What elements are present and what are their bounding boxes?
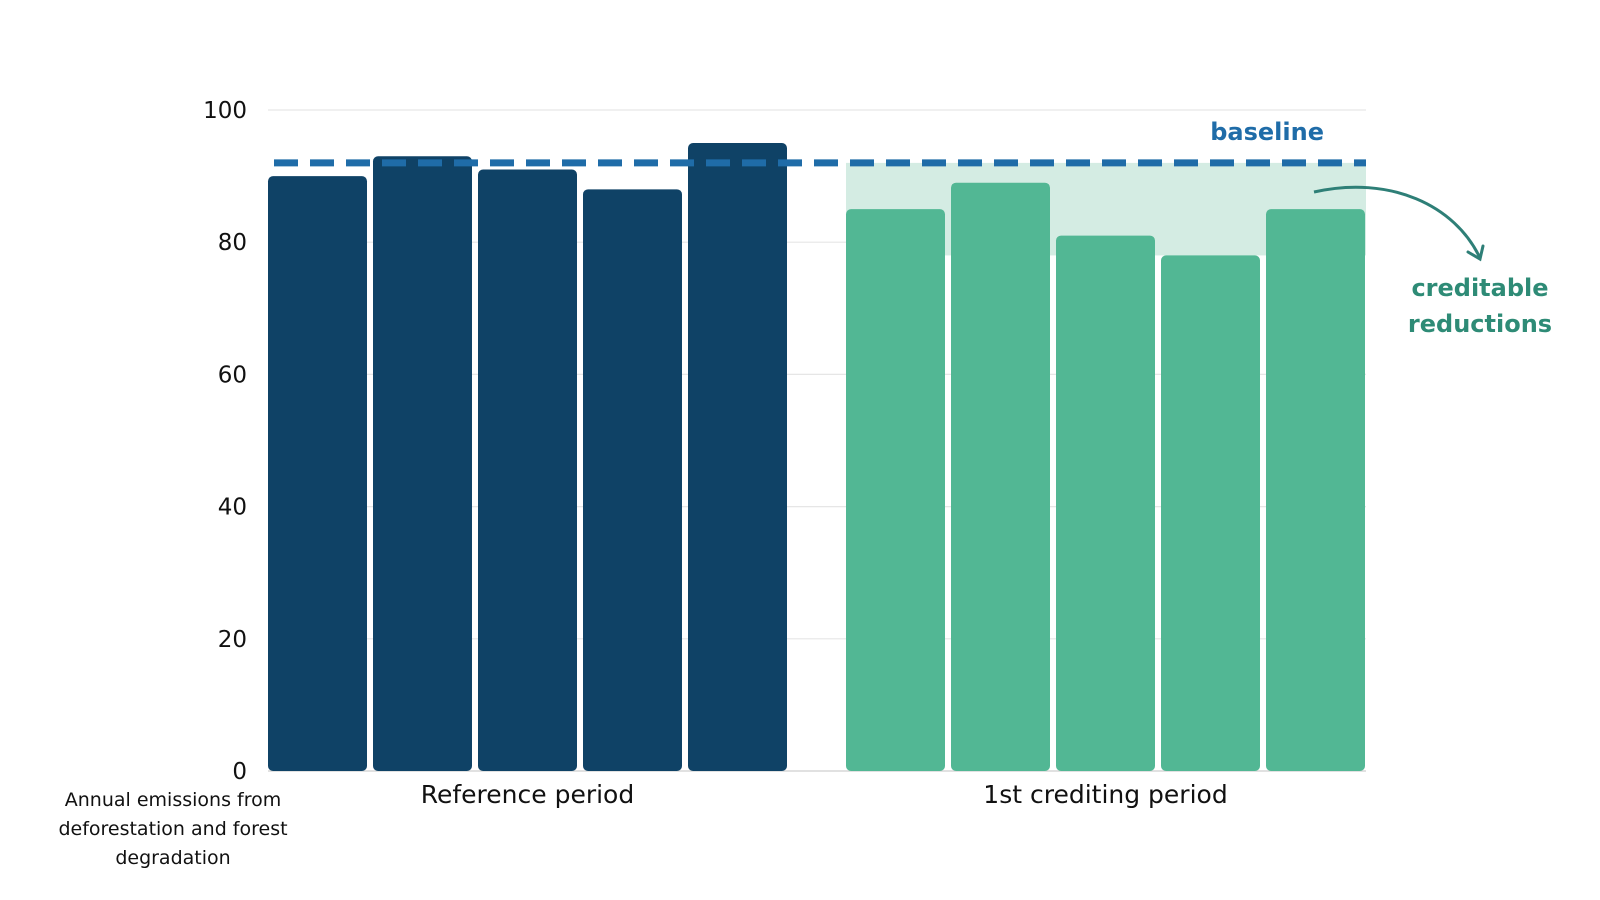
bar: [951, 182, 1050, 771]
bar: [583, 189, 682, 771]
x-axis-group-labels: Reference period 1st crediting period: [421, 780, 1228, 809]
y-tick-label: 80: [218, 230, 247, 256]
creditable-reductions-label: creditable reductions: [1408, 274, 1552, 338]
bar: [373, 156, 472, 771]
bar: [1056, 235, 1155, 772]
x-group-label: Reference period: [421, 780, 634, 809]
bar: [846, 209, 945, 771]
y-axis-label: Annual emissions from deforestation and …: [58, 789, 288, 869]
baseline-label: baseline: [1210, 118, 1324, 146]
y-axis-ticks: 0 20 40 60 80 100: [203, 98, 247, 785]
y-tick-label: 0: [232, 759, 247, 785]
arrowhead-icon: [1466, 244, 1485, 262]
y-tick-label: 40: [218, 495, 247, 521]
y-tick-label: 100: [203, 98, 247, 124]
bar: [1161, 255, 1260, 772]
bars: [268, 143, 1365, 772]
y-tick-label: 60: [218, 362, 247, 388]
x-group-label: 1st crediting period: [983, 780, 1227, 809]
bar: [478, 169, 577, 772]
creditable-reductions-arrow: [1313, 185, 1482, 259]
bar: [268, 176, 367, 772]
y-tick-label: 20: [218, 627, 247, 653]
bar: [688, 143, 787, 772]
bar: [1266, 209, 1365, 771]
